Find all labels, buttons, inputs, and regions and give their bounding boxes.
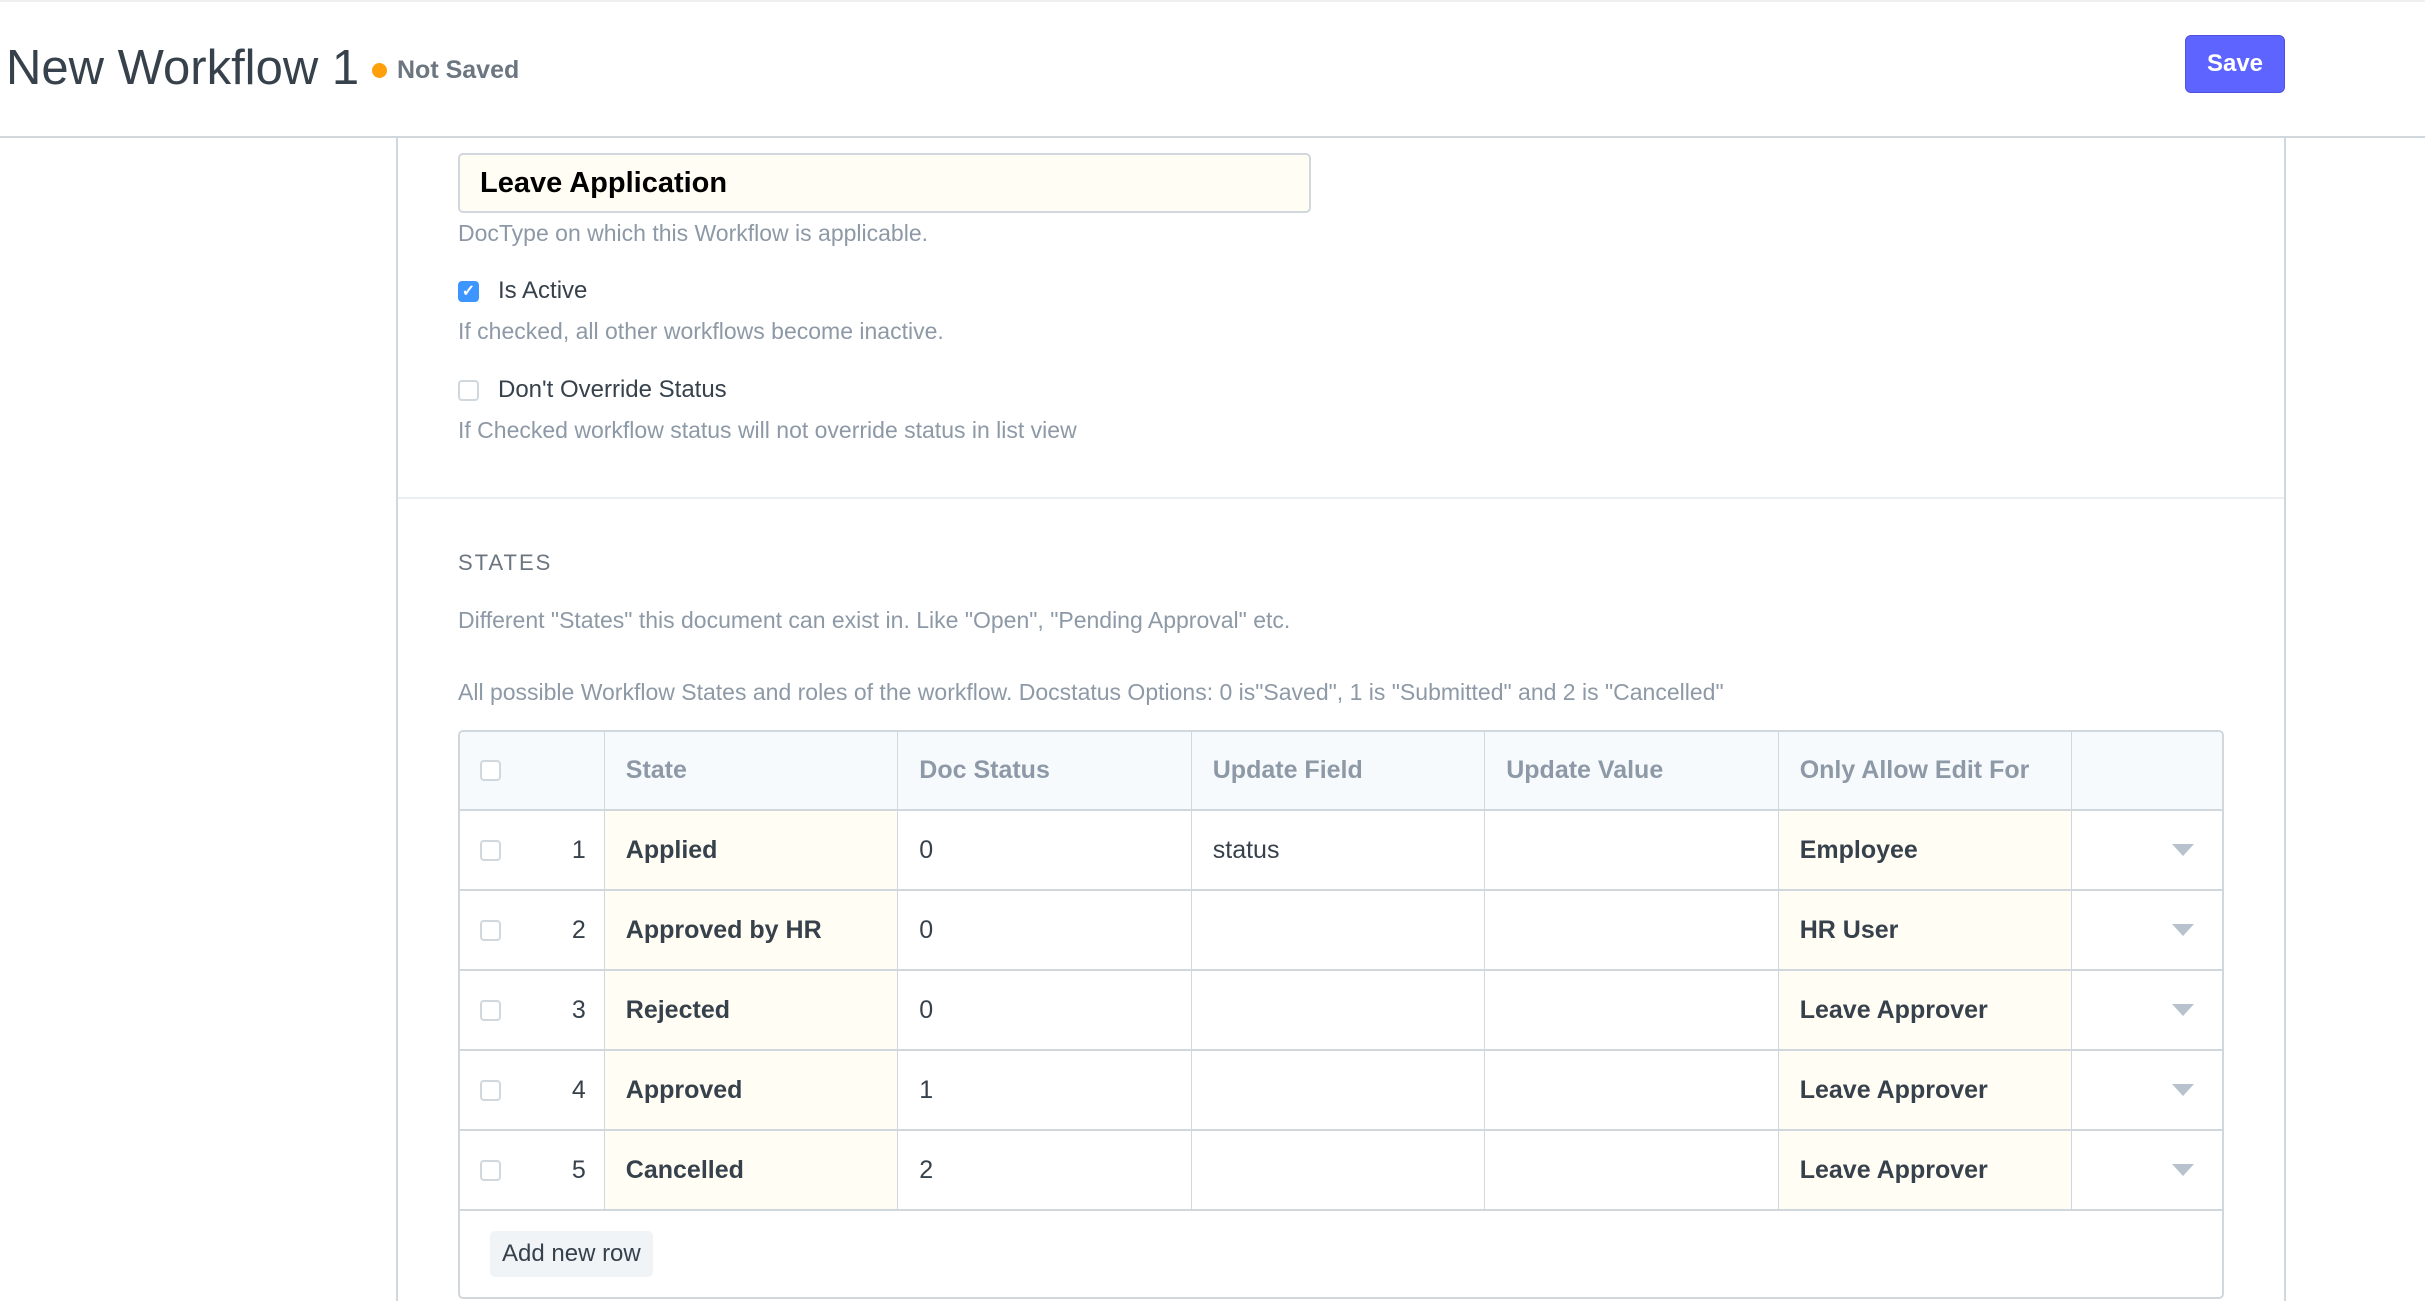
is-active-help: If checked, all other workflows become i… bbox=[458, 318, 944, 344]
row-index: 1 bbox=[571, 835, 586, 864]
allow-edit-cell[interactable]: HR User bbox=[1778, 891, 2073, 969]
row-index: 4 bbox=[571, 1075, 586, 1104]
row-dropdown-caret-icon[interactable] bbox=[2172, 1084, 2194, 1096]
document-type-input[interactable] bbox=[458, 153, 1311, 213]
update-value-cell[interactable] bbox=[1485, 811, 1779, 889]
row-dropdown-caret-icon[interactable] bbox=[2172, 1004, 2194, 1016]
column-header: Update Field bbox=[1192, 732, 1486, 809]
is-active-checkbox[interactable]: ✓ Is Active bbox=[458, 277, 587, 305]
states-table: State Doc Status Update Field Update Val… bbox=[458, 730, 2224, 1299]
state-cell[interactable]: Approved by HR bbox=[604, 891, 899, 969]
doc-status-cell[interactable]: 2 bbox=[898, 1131, 1192, 1209]
table-row[interactable]: 1 Applied 0 status Employee bbox=[460, 811, 2222, 891]
row-checkbox[interactable] bbox=[480, 999, 501, 1021]
allow-edit-cell[interactable]: Leave Approver bbox=[1778, 1131, 2073, 1209]
add-new-row-button[interactable]: Add new row bbox=[490, 1231, 653, 1277]
row-dropdown-caret-icon[interactable] bbox=[2172, 1164, 2194, 1176]
is-active-label: Is Active bbox=[498, 277, 588, 304]
update-value-cell[interactable] bbox=[1485, 1131, 1779, 1209]
state-cell[interactable]: Approved bbox=[604, 1051, 899, 1129]
doc-status-cell[interactable]: 0 bbox=[898, 891, 1192, 969]
row-checkbox[interactable] bbox=[480, 919, 501, 941]
update-value-cell[interactable] bbox=[1485, 971, 1779, 1049]
dont-override-help: If Checked workflow status will not over… bbox=[458, 417, 1077, 443]
doc-status-cell[interactable]: 1 bbox=[898, 1051, 1192, 1129]
dont-override-checkbox[interactable]: Don't Override Status bbox=[458, 376, 727, 404]
page-title: New Workflow 1 bbox=[6, 41, 360, 95]
table-row[interactable]: 2 Approved by HR 0 HR User bbox=[460, 891, 2222, 971]
column-header: State bbox=[605, 732, 899, 809]
select-all-checkbox[interactable] bbox=[480, 760, 501, 781]
dont-override-label: Don't Override Status bbox=[498, 376, 727, 403]
table-row[interactable]: 5 Cancelled 2 Leave Approver bbox=[460, 1131, 2222, 1211]
section-divider bbox=[398, 497, 2284, 499]
row-index: 3 bbox=[571, 995, 586, 1024]
doc-status-cell[interactable]: 0 bbox=[898, 971, 1192, 1049]
save-button[interactable]: Save bbox=[2185, 35, 2285, 93]
status-text: Not Saved bbox=[397, 56, 520, 84]
row-index: 2 bbox=[571, 915, 586, 944]
table-row[interactable]: 4 Approved 1 Leave Approver bbox=[460, 1051, 2222, 1131]
update-field-cell[interactable] bbox=[1192, 891, 1486, 969]
column-header: Doc Status bbox=[898, 732, 1192, 809]
row-dropdown-caret-icon[interactable] bbox=[2172, 844, 2194, 856]
table-header: State Doc Status Update Field Update Val… bbox=[460, 732, 2222, 811]
states-section-title: STATES bbox=[458, 550, 553, 575]
update-field-cell[interactable] bbox=[1192, 1051, 1486, 1129]
doc-status-cell[interactable]: 0 bbox=[898, 811, 1192, 889]
row-dropdown-caret-icon[interactable] bbox=[2172, 924, 2194, 936]
update-field-cell[interactable] bbox=[1192, 971, 1486, 1049]
checkbox-icon[interactable] bbox=[458, 379, 479, 401]
row-checkbox[interactable] bbox=[480, 1079, 501, 1101]
row-checkbox[interactable] bbox=[480, 1159, 501, 1181]
states-description: Different "States" this document can exi… bbox=[458, 607, 1291, 633]
update-value-cell[interactable] bbox=[1485, 1051, 1779, 1129]
row-checkbox[interactable] bbox=[480, 839, 501, 861]
document-type-help: DocType on which this Workflow is applic… bbox=[458, 220, 929, 246]
state-cell[interactable]: Cancelled bbox=[604, 1131, 899, 1209]
allow-edit-cell[interactable]: Leave Approver bbox=[1778, 971, 2073, 1049]
form-panel bbox=[396, 138, 2286, 1301]
update-value-cell[interactable] bbox=[1485, 891, 1779, 969]
states-table-help: All possible Workflow States and roles o… bbox=[458, 679, 1724, 705]
checkbox-checked-icon[interactable]: ✓ bbox=[458, 280, 479, 302]
state-cell[interactable]: Applied bbox=[604, 811, 899, 889]
column-header: Update Value bbox=[1485, 732, 1779, 809]
allow-edit-cell[interactable]: Leave Approver bbox=[1778, 1051, 2073, 1129]
page-header: New Workflow 1 Not Saved Save bbox=[0, 0, 2425, 138]
allow-edit-cell[interactable]: Employee bbox=[1778, 811, 2073, 889]
table-row[interactable]: 3 Rejected 0 Leave Approver bbox=[460, 971, 2222, 1051]
update-field-cell[interactable] bbox=[1192, 1131, 1486, 1209]
status-indicator: Not Saved bbox=[372, 56, 519, 85]
state-cell[interactable]: Rejected bbox=[604, 971, 899, 1049]
row-index: 5 bbox=[571, 1155, 586, 1184]
status-dot-icon bbox=[372, 63, 387, 78]
column-header: Only Allow Edit For bbox=[1779, 732, 2073, 809]
update-field-cell[interactable]: status bbox=[1192, 811, 1486, 889]
table-footer: Add new row bbox=[460, 1211, 2222, 1297]
